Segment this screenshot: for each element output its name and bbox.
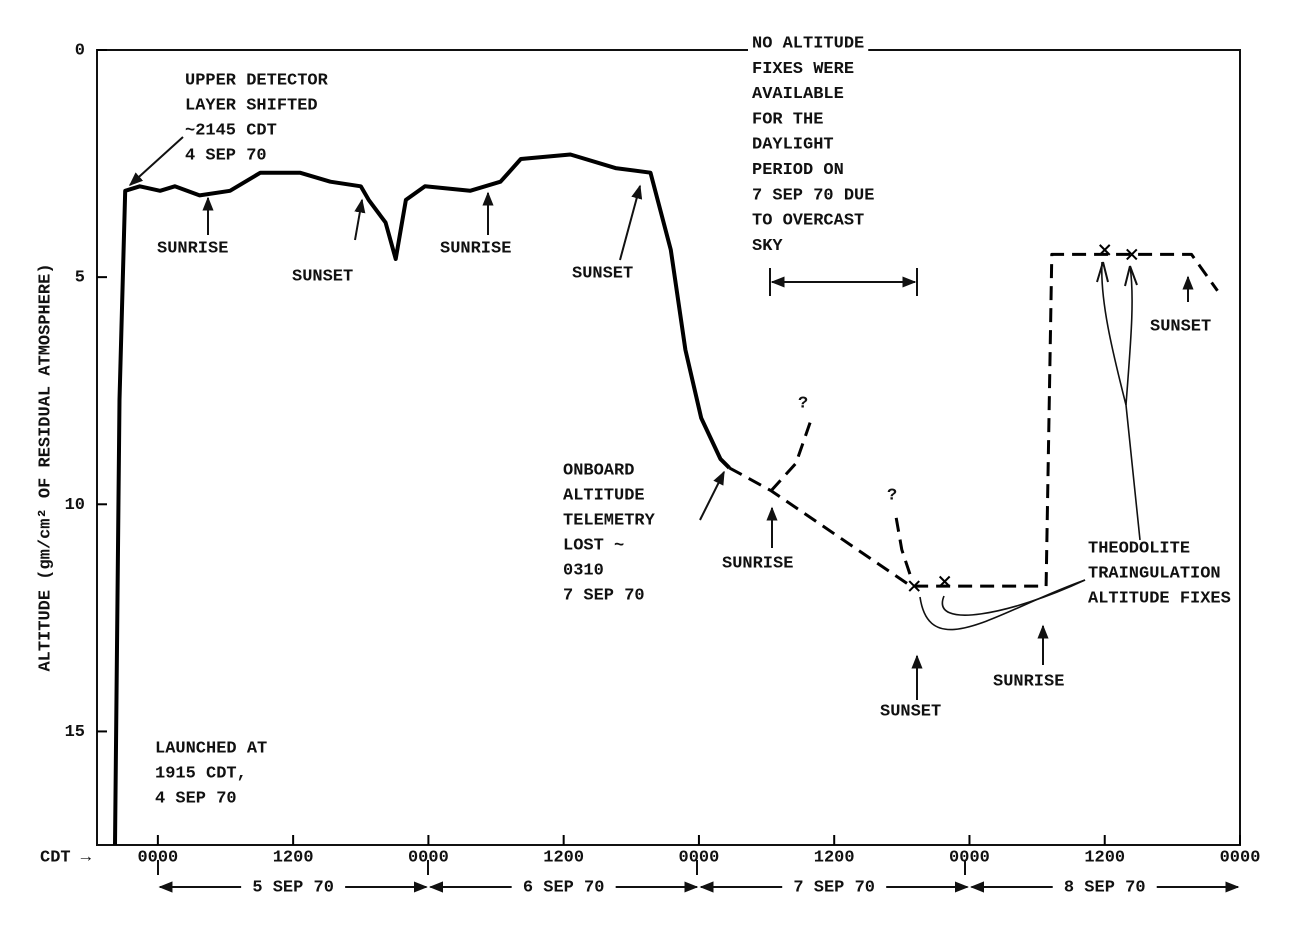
period-label: 6 SEP 70 (523, 878, 605, 897)
annotation: UPPER DETECTOR (185, 71, 329, 90)
annotation: 4 SEP 70 (185, 146, 267, 165)
annotation: ? (798, 394, 808, 413)
label-bg (748, 85, 848, 105)
annotation: ALTITUDE (563, 486, 645, 505)
annotation: DAYLIGHT (752, 136, 834, 155)
label-bg (748, 135, 838, 155)
annotation: ~2145 CDT (185, 121, 277, 140)
theodolite-fix (908, 580, 920, 592)
annotation: SUNSET (572, 264, 633, 283)
y-tick-label: 10 (65, 496, 85, 515)
solid-line (113, 152, 731, 846)
x-axis-label: CDT → (40, 848, 92, 867)
label-bg (748, 211, 869, 231)
annotation: SUNRISE (440, 239, 511, 258)
annotation: ALTITUDE FIXES (1088, 589, 1231, 608)
y-tick-label: 15 (65, 723, 85, 742)
period-label: 5 SEP 70 (252, 878, 334, 897)
annotation: SUNRISE (993, 672, 1064, 691)
annotation: LAYER SHIFTED (185, 96, 318, 115)
dashed-line (769, 417, 814, 492)
x-tick-label: 0000 (137, 848, 178, 867)
annotation: 1915 CDT, (155, 764, 247, 783)
annotation: SUNSET (292, 267, 353, 286)
x-tick-label: 0000 (1220, 848, 1261, 867)
period-label: 8 SEP 70 (1064, 878, 1146, 897)
label-bg (748, 59, 859, 79)
x-tick-label: 1200 (543, 848, 584, 867)
y-axis-label: ALTITUDE (gm/cm² OF RESIDUAL ATMOSPHERE) (36, 263, 55, 671)
annotation: ONBOARD (563, 461, 634, 480)
label-bg (748, 236, 788, 256)
x-tick-label: 0000 (679, 848, 720, 867)
annotation: AVAILABLE (752, 85, 844, 104)
arrows (128, 136, 1194, 700)
plot-frame (96, 49, 1241, 846)
annotation: TRAINGULATION (1088, 564, 1221, 583)
annotation: SUNSET (1150, 317, 1211, 336)
label-bg (748, 110, 828, 130)
annotation: 4 SEP 70 (155, 789, 237, 808)
annotation: 0310 (563, 561, 604, 580)
annotation: TO OVERCAST (752, 212, 864, 231)
annotation: SUNRISE (722, 554, 793, 573)
annotation: SUNSET (880, 702, 941, 721)
annotation: TELEMETRY (563, 511, 656, 530)
annotation: SUNRISE (157, 239, 228, 258)
annotation: THEODOLITE (1088, 539, 1190, 558)
theodolite-fix (1099, 244, 1111, 256)
x-tick-label: 1200 (814, 848, 855, 867)
dashed-line (894, 517, 913, 578)
period-label: 7 SEP 70 (793, 878, 875, 897)
annotation: NO ALTITUDE (752, 34, 864, 53)
y-tick-label: 0 (75, 41, 85, 60)
x-tick-label: 1200 (1084, 848, 1125, 867)
annotation: FOR THE (752, 110, 823, 129)
label-bg (748, 186, 879, 206)
annotation: LAUNCHED AT (155, 739, 267, 758)
x-tick-label: 0000 (949, 848, 990, 867)
dashed-line (728, 252, 1219, 588)
annotation: 7 SEP 70 (563, 586, 645, 605)
annotation: ? (887, 486, 897, 505)
label-bg (748, 34, 869, 54)
x-tick-label: 0000 (408, 848, 449, 867)
annotation: 7 SEP 70 DUE (752, 186, 874, 205)
label-bg (748, 160, 848, 180)
annotation: SKY (752, 237, 783, 256)
period-separators (157, 860, 966, 875)
theodolite-fix (938, 575, 951, 588)
annotation: LOST ~ (563, 536, 624, 555)
theodolite-fix (1126, 248, 1138, 261)
annotation: FIXES WERE (752, 60, 854, 79)
annotation: PERIOD ON (752, 161, 844, 180)
x-tick-label: 1200 (273, 848, 314, 867)
y-tick-label: 5 (75, 269, 85, 288)
